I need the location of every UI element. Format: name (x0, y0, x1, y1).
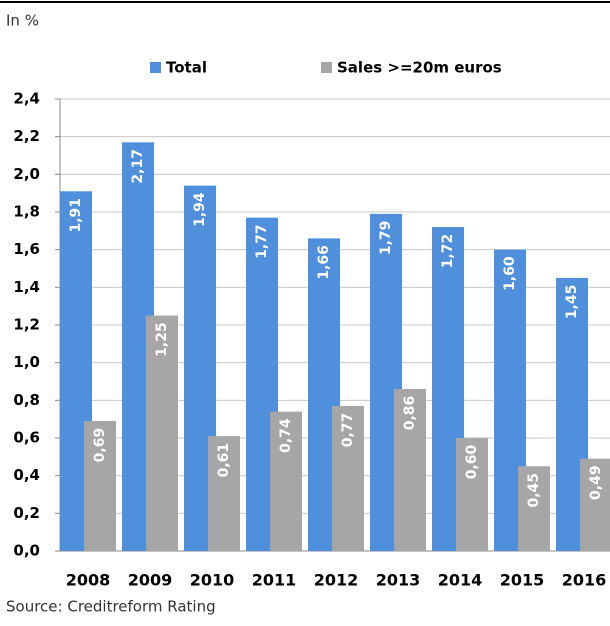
value-label: 0,77 (340, 413, 356, 448)
y-tick-label: 2,0 (13, 165, 40, 183)
legend-swatch (321, 62, 332, 73)
y-tick-label: 0,0 (13, 542, 40, 560)
value-label: 0,60 (464, 444, 480, 479)
value-label: 0,69 (92, 428, 108, 463)
bar (332, 405, 364, 551)
x-tick-label: 2016 (562, 571, 607, 590)
bar (394, 389, 426, 551)
value-label: 1,91 (68, 198, 84, 233)
y-tick-label: 0,2 (13, 504, 40, 522)
legend-swatch (150, 62, 161, 73)
y-tick-label: 0,8 (13, 391, 40, 409)
value-label: 1,72 (440, 234, 456, 269)
value-label: 1,94 (192, 192, 208, 227)
bar (518, 466, 550, 551)
y-tick-label: 1,8 (13, 203, 40, 221)
value-label: 1,45 (564, 285, 580, 320)
value-label: 0,49 (588, 465, 604, 500)
x-tick-label: 2008 (66, 571, 111, 590)
bar (580, 458, 610, 551)
bar (456, 438, 488, 551)
value-label: 1,66 (316, 245, 332, 280)
unit-note: In % (6, 12, 39, 30)
value-label: 0,45 (526, 473, 542, 508)
value-label: 0,86 (402, 396, 418, 431)
bar (146, 315, 178, 551)
value-label: 0,61 (216, 443, 232, 478)
x-tick-label: 2014 (438, 571, 483, 590)
bar (270, 411, 302, 551)
value-label: 1,25 (154, 322, 170, 357)
y-tick-label: 0,6 (13, 429, 40, 447)
value-label: 1,77 (254, 224, 270, 259)
value-label: 1,79 (378, 221, 394, 256)
legend-label: Sales >=20m euros (337, 59, 502, 77)
y-tick-label: 1,0 (13, 353, 40, 371)
source: Source: Creditreform Rating (6, 598, 216, 616)
x-tick-label: 2013 (376, 571, 421, 590)
y-tick-label: 2,4 (13, 90, 40, 108)
x-tick-label: 2009 (128, 571, 173, 590)
value-label: 0,74 (278, 418, 294, 453)
x-tick-label: 2012 (314, 571, 359, 590)
legend-label: Total (166, 59, 207, 77)
value-label: 1,60 (502, 256, 518, 291)
y-tick-label: 0,4 (13, 466, 40, 484)
y-tick-label: 2,2 (13, 127, 40, 145)
bar (84, 421, 116, 551)
y-tick-label: 1,6 (13, 240, 40, 258)
x-tick-label: 2011 (252, 571, 297, 590)
y-tick-label: 1,4 (13, 278, 40, 296)
value-label: 2,17 (130, 149, 146, 184)
x-tick-label: 2010 (190, 571, 235, 590)
bar (208, 436, 240, 551)
x-tick-label: 2015 (500, 571, 545, 590)
y-tick-label: 1,2 (13, 316, 40, 334)
